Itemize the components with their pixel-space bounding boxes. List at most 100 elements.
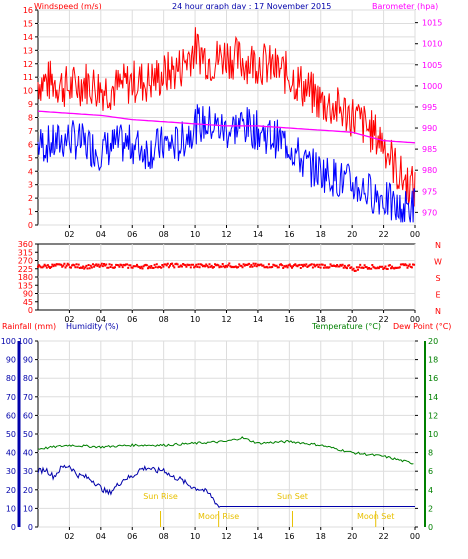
direction-xtick-label: 16 [284,315,294,324]
baro-ytick-label: 980 [422,166,437,175]
climate-xtick-label: 14 [253,532,263,541]
humidity-label: Humidity (%) [66,322,119,331]
climate-xtick-label: 22 [378,532,388,541]
barometer-label: Barometer (hpa) [372,2,438,11]
humidity-ytick-label: 100 [18,337,33,346]
direction-xtick-label: 08 [159,315,169,324]
wind-xtick-label: 16 [284,230,294,239]
compass-label: E [435,291,440,300]
sun-moon-label: Sun Set [277,492,308,501]
wind-xtick-label: 12 [221,230,231,239]
direction-xtick-label: 12 [221,315,231,324]
rain-ytick-label: 80 [6,374,16,383]
wind-gust-series [37,27,416,207]
direction-ytick-label: 315 [18,248,33,257]
rain-ytick-label: 90 [6,356,16,365]
rain-ytick-label: 100 [1,337,16,346]
temp-ytick-label: 4 [428,486,433,495]
temp-ytick-label: 8 [428,449,433,458]
humidity-ytick-label: 20 [23,486,33,495]
humidity-ytick-label: 40 [23,449,33,458]
climate-xtick-label: 06 [127,532,137,541]
direction-ytick-label: 0 [28,306,33,315]
wind-ytick-label: 7 [28,127,33,136]
rain-ytick-label: 40 [6,449,16,458]
rain-ytick-label: 70 [6,393,16,402]
wind-ytick-label: 16 [23,6,33,15]
baro-ytick-label: 995 [422,103,437,112]
temp-ytick-label: 18 [428,356,438,365]
temp-ytick-label: 6 [428,467,433,476]
humidity-ytick-label: 10 [23,504,33,513]
compass-label: N [435,307,441,316]
baro-ytick-label: 975 [422,187,437,196]
humidity-ytick-label: 80 [23,374,33,383]
sun-moon-label: Moon Set [357,512,394,521]
climate-xtick-label: 08 [159,532,169,541]
direction-xtick-label: 20 [347,315,357,324]
sun-moon-label: Moon Rise [198,512,239,521]
temp-ytick-label: 10 [428,430,438,439]
wind-xtick-label: 10 [190,230,200,239]
rainfall-label: Rainfall (mm) [2,322,56,331]
plot-layer: 0123456789101112131415169709759809859909… [1,6,443,541]
temp-ytick-label: 0 [428,523,433,532]
baro-ytick-label: 1010 [422,40,442,49]
temp-ytick-label: 12 [428,411,438,420]
direction-ytick-label: 225 [18,265,33,274]
climate-xtick-label: 00 [410,532,420,541]
wind-ytick-label: 10 [23,87,33,96]
baro-ytick-label: 1015 [422,19,442,28]
climate-xtick-label: 02 [64,532,74,541]
graph-title: 24 hour graph day : 17 November 2015 [172,2,331,11]
compass-label: N [435,241,441,250]
climate-xtick-label: 20 [347,532,357,541]
wind-ytick-label: 15 [23,19,33,28]
direction-xtick-label: 14 [253,315,263,324]
direction-xtick-label: 06 [127,315,137,324]
wind-xtick-label: 08 [159,230,169,239]
wind-xtick-label: 06 [127,230,137,239]
humidity-series [37,464,415,509]
rain-ytick-label: 0 [11,523,16,532]
temperature-label: Temperature (°C) [311,322,381,331]
temp-ytick-label: 16 [428,374,438,383]
wind-ytick-label: 11 [23,73,33,82]
direction-ytick-label: 90 [23,290,33,299]
rain-ytick-label: 30 [6,467,16,476]
wind-ytick-label: 1 [28,208,33,217]
compass-label: S [435,274,440,283]
baro-ytick-label: 1000 [422,82,442,91]
humidity-ytick-label: 70 [23,393,33,402]
wind-xtick-label: 20 [347,230,357,239]
direction-series [37,262,416,272]
climate-xtick-label: 10 [190,532,200,541]
wind-xtick-label: 14 [253,230,263,239]
baro-ytick-label: 970 [422,208,437,217]
direction-ytick-label: 270 [18,257,33,266]
wind-ytick-label: 12 [23,60,33,69]
wind-ytick-label: 5 [28,154,33,163]
rain-ytick-label: 50 [6,430,16,439]
barometer-series [37,110,416,144]
wind-ytick-label: 3 [28,181,33,190]
wind-average-series [37,104,416,223]
wind-xtick-label: 04 [96,230,106,239]
baro-ytick-label: 985 [422,145,437,154]
wind-ytick-label: 9 [28,100,33,109]
temp-ytick-label: 2 [428,504,433,513]
wind-xtick-label: 22 [378,230,388,239]
direction-xtick-label: 18 [316,315,326,324]
direction-ytick-label: 135 [18,281,33,290]
temperature-series [37,436,414,465]
compass-label: W [434,258,442,267]
wind-ytick-label: 0 [28,221,33,230]
humidity-ytick-label: 90 [23,356,33,365]
direction-xtick-label: 04 [96,315,106,324]
direction-ytick-label: 45 [23,298,33,307]
wind-ytick-label: 14 [23,33,33,42]
wind-ytick-label: 8 [28,114,33,123]
direction-xtick-label: 10 [190,315,200,324]
